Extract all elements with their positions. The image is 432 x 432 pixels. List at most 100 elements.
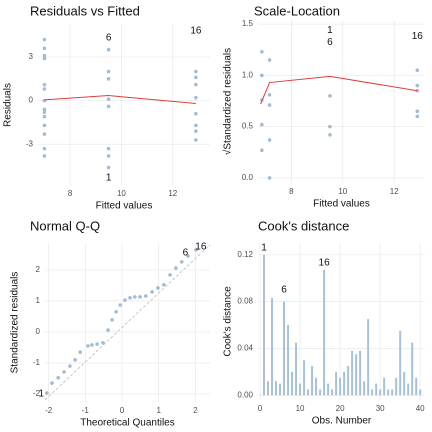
x-axis-label: Theoretical Quantiles bbox=[80, 418, 175, 429]
x-tick-label: 0 bbox=[258, 404, 263, 413]
x-tick-label: 12 bbox=[390, 187, 399, 196]
bar bbox=[359, 350, 362, 396]
point bbox=[106, 69, 111, 74]
point bbox=[194, 69, 198, 74]
point bbox=[62, 370, 66, 374]
point bbox=[42, 82, 47, 87]
point-label: 6 bbox=[183, 248, 189, 259]
point bbox=[42, 146, 47, 151]
bar bbox=[287, 325, 290, 396]
bar bbox=[391, 389, 394, 396]
point bbox=[260, 148, 264, 152]
x-tick-label: 12 bbox=[168, 189, 177, 198]
y-axis-label: Residuals bbox=[3, 83, 14, 127]
point bbox=[45, 391, 49, 395]
x-tick-label: 8 bbox=[68, 189, 73, 198]
point-label: 1 bbox=[39, 389, 45, 400]
point-label: 6 bbox=[281, 285, 287, 296]
bar bbox=[375, 383, 378, 396]
point bbox=[86, 344, 90, 348]
point-label: 6 bbox=[106, 33, 112, 44]
point bbox=[186, 254, 190, 258]
point bbox=[156, 286, 160, 290]
point bbox=[415, 114, 420, 119]
bar bbox=[335, 371, 338, 396]
y-tick-label: 1 bbox=[36, 296, 41, 305]
bar bbox=[351, 350, 354, 396]
point bbox=[328, 133, 332, 137]
point-label: 16 bbox=[195, 241, 207, 252]
y-tick-label: 0.08 bbox=[237, 297, 253, 306]
point bbox=[56, 376, 60, 380]
point bbox=[415, 83, 420, 88]
point-label: 16 bbox=[190, 25, 202, 36]
point bbox=[106, 146, 111, 151]
point bbox=[260, 122, 264, 127]
bar bbox=[339, 377, 342, 396]
bar bbox=[419, 389, 422, 396]
point bbox=[168, 273, 172, 277]
point bbox=[328, 94, 332, 98]
point bbox=[194, 138, 198, 142]
y-tick-label: 0.00 bbox=[237, 390, 253, 399]
smooth-line bbox=[44, 95, 196, 105]
point bbox=[50, 381, 54, 385]
point bbox=[328, 124, 332, 129]
bar bbox=[399, 330, 402, 396]
y-tick-label: 0.04 bbox=[237, 344, 253, 353]
bar bbox=[283, 301, 286, 396]
x-tick-label: 1 bbox=[156, 406, 161, 415]
point bbox=[194, 75, 198, 80]
bar bbox=[319, 389, 322, 396]
point-label: 1 bbox=[106, 172, 112, 183]
point bbox=[194, 82, 198, 87]
bar bbox=[367, 319, 370, 396]
y-tick-label: 0 bbox=[29, 96, 34, 105]
point bbox=[415, 68, 420, 73]
point bbox=[133, 295, 137, 299]
point bbox=[174, 266, 178, 270]
x-tick-label: 40 bbox=[416, 404, 425, 413]
point bbox=[415, 109, 420, 114]
y-tick-label: 0 bbox=[36, 327, 41, 336]
point bbox=[179, 260, 184, 264]
point bbox=[162, 283, 166, 287]
point bbox=[114, 310, 118, 314]
point bbox=[42, 46, 47, 51]
y-tick-label: 0.12 bbox=[237, 250, 253, 259]
bar bbox=[371, 389, 374, 396]
point bbox=[106, 47, 111, 52]
bar bbox=[315, 377, 318, 396]
x-tick-label: 10 bbox=[117, 189, 126, 198]
point bbox=[78, 350, 82, 354]
bar bbox=[403, 371, 406, 396]
x-tick-label: 10 bbox=[296, 404, 305, 413]
point bbox=[42, 56, 47, 61]
bar bbox=[415, 377, 418, 396]
point bbox=[267, 176, 272, 180]
bar bbox=[343, 371, 346, 396]
point bbox=[42, 53, 47, 58]
point bbox=[106, 328, 110, 332]
point-label: 1 bbox=[261, 242, 267, 253]
point bbox=[194, 95, 198, 100]
x-axis-label: Obs. Number bbox=[312, 416, 372, 427]
point bbox=[95, 342, 99, 346]
reference-line bbox=[44, 244, 211, 401]
y-tick-label: 0.5 bbox=[242, 122, 254, 131]
bar bbox=[291, 371, 294, 396]
point bbox=[42, 114, 47, 119]
point bbox=[267, 93, 272, 97]
y-tick-label: 1.0 bbox=[242, 70, 254, 79]
point bbox=[194, 248, 198, 252]
x-axis-label: Fitted values bbox=[313, 199, 370, 210]
point bbox=[42, 154, 47, 158]
point bbox=[42, 107, 47, 112]
point bbox=[42, 87, 47, 91]
y-tick-label: 3 bbox=[29, 52, 34, 61]
x-tick-label: -2 bbox=[45, 406, 53, 415]
y-axis-label: Cook's distance bbox=[223, 286, 234, 357]
point bbox=[194, 129, 198, 133]
point bbox=[106, 97, 111, 101]
point bbox=[42, 123, 47, 128]
